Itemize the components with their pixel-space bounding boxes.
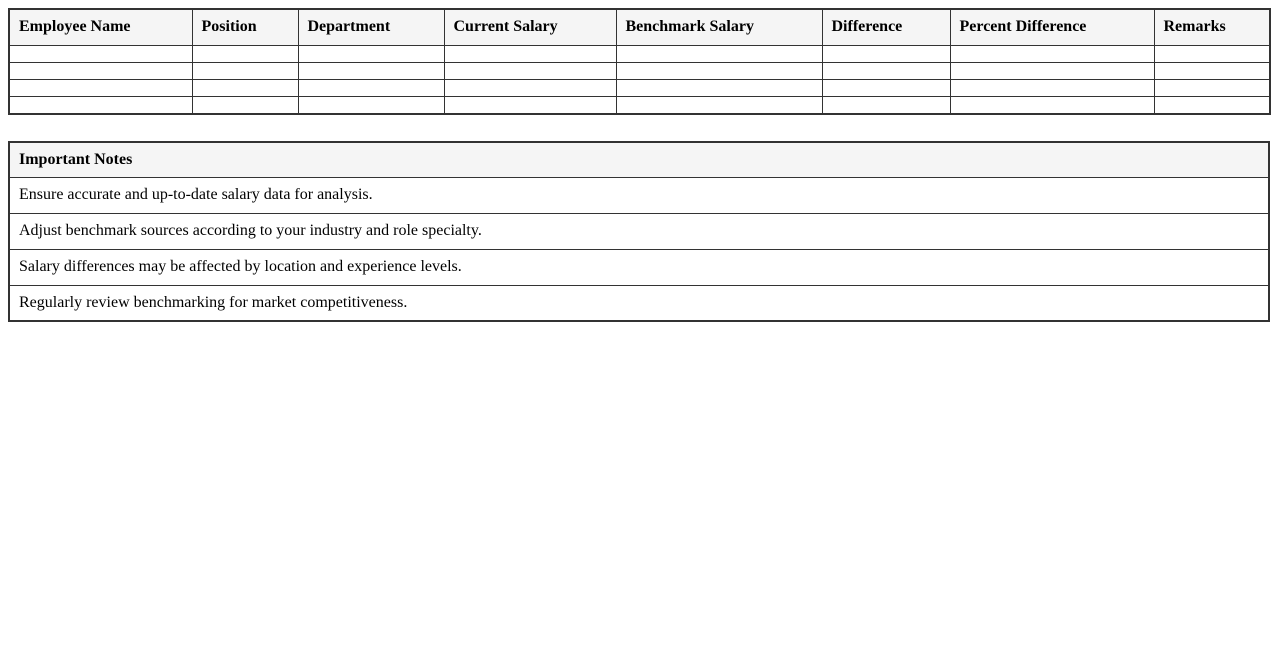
salary-table-cell xyxy=(821,95,951,115)
column-header-percent-difference: Percent Difference xyxy=(949,8,1155,46)
column-header-remarks: Remarks xyxy=(1153,8,1271,46)
salary-table-cell xyxy=(8,95,193,115)
salary-table-header-row: Employee Name Position Department Current S… xyxy=(8,8,1271,46)
salary-table-cell xyxy=(1153,44,1271,63)
important-notes-table: Important Notes Ensure accurate and up-t… xyxy=(8,140,1270,323)
salary-table-cell xyxy=(297,78,445,97)
column-header-employee-name: Employee Name xyxy=(8,8,193,46)
salary-table-cell xyxy=(949,95,1155,115)
notes-header-row: Important Notes xyxy=(8,141,1270,179)
salary-table-cell xyxy=(443,78,617,97)
column-header-position: Position xyxy=(191,8,299,46)
note-text: Ensure accurate and up-to-date salary da… xyxy=(8,177,1270,215)
column-header-benchmark-salary: Benchmark Salary xyxy=(615,8,823,46)
salary-table-cell xyxy=(443,95,617,115)
note-text: Adjust benchmark sources according to yo… xyxy=(8,213,1270,250)
salary-table-cell xyxy=(191,61,299,80)
salary-table-cell xyxy=(1153,95,1271,115)
salary-table-cell xyxy=(8,44,193,63)
salary-table-cell xyxy=(443,44,617,63)
salary-table-cell xyxy=(821,61,951,80)
salary-table-cell xyxy=(297,44,445,63)
column-header-difference: Difference xyxy=(821,8,951,46)
salary-table-cell xyxy=(615,44,823,63)
salary-table-row xyxy=(8,95,1271,115)
salary-table-cell xyxy=(297,95,445,115)
salary-table-cell xyxy=(191,44,299,63)
salary-table-cell xyxy=(615,78,823,97)
salary-table-cell xyxy=(1153,61,1271,80)
note-row: Salary differences may be affected by lo… xyxy=(8,248,1270,286)
salary-table-cell xyxy=(615,95,823,115)
salary-table-cell xyxy=(297,61,445,80)
salary-table-row xyxy=(8,44,1271,63)
salary-table-cell xyxy=(821,78,951,97)
salary-benchmark-table: Employee Name Position Department Current S… xyxy=(8,8,1271,115)
column-header-current-salary: Current Salary xyxy=(443,8,617,46)
salary-table-cell xyxy=(8,78,193,97)
salary-table-cell xyxy=(949,78,1155,97)
note-row: Regularly review benchmarking for market… xyxy=(8,284,1270,322)
salary-table-cell xyxy=(191,95,299,115)
salary-table-cell xyxy=(949,61,1155,80)
page: Employee Name Position Department Current S… xyxy=(8,8,1271,323)
salary-table-row xyxy=(8,61,1271,80)
salary-table-cell xyxy=(615,61,823,80)
note-text: Salary differences may be affected by lo… xyxy=(8,248,1270,286)
salary-table-cell xyxy=(8,61,193,80)
salary-table-cell xyxy=(1153,78,1271,97)
salary-table-cell xyxy=(821,44,951,63)
salary-table-cell xyxy=(191,78,299,97)
note-text: Regularly review benchmarking for market… xyxy=(8,284,1270,322)
salary-table-cell xyxy=(443,61,617,80)
salary-table-row xyxy=(8,78,1271,97)
notes-title: Important Notes xyxy=(8,141,1270,179)
salary-table-cell xyxy=(949,44,1155,63)
column-header-department: Department xyxy=(297,8,445,46)
note-row: Ensure accurate and up-to-date salary da… xyxy=(8,177,1270,215)
note-row: Adjust benchmark sources according to yo… xyxy=(8,213,1270,250)
